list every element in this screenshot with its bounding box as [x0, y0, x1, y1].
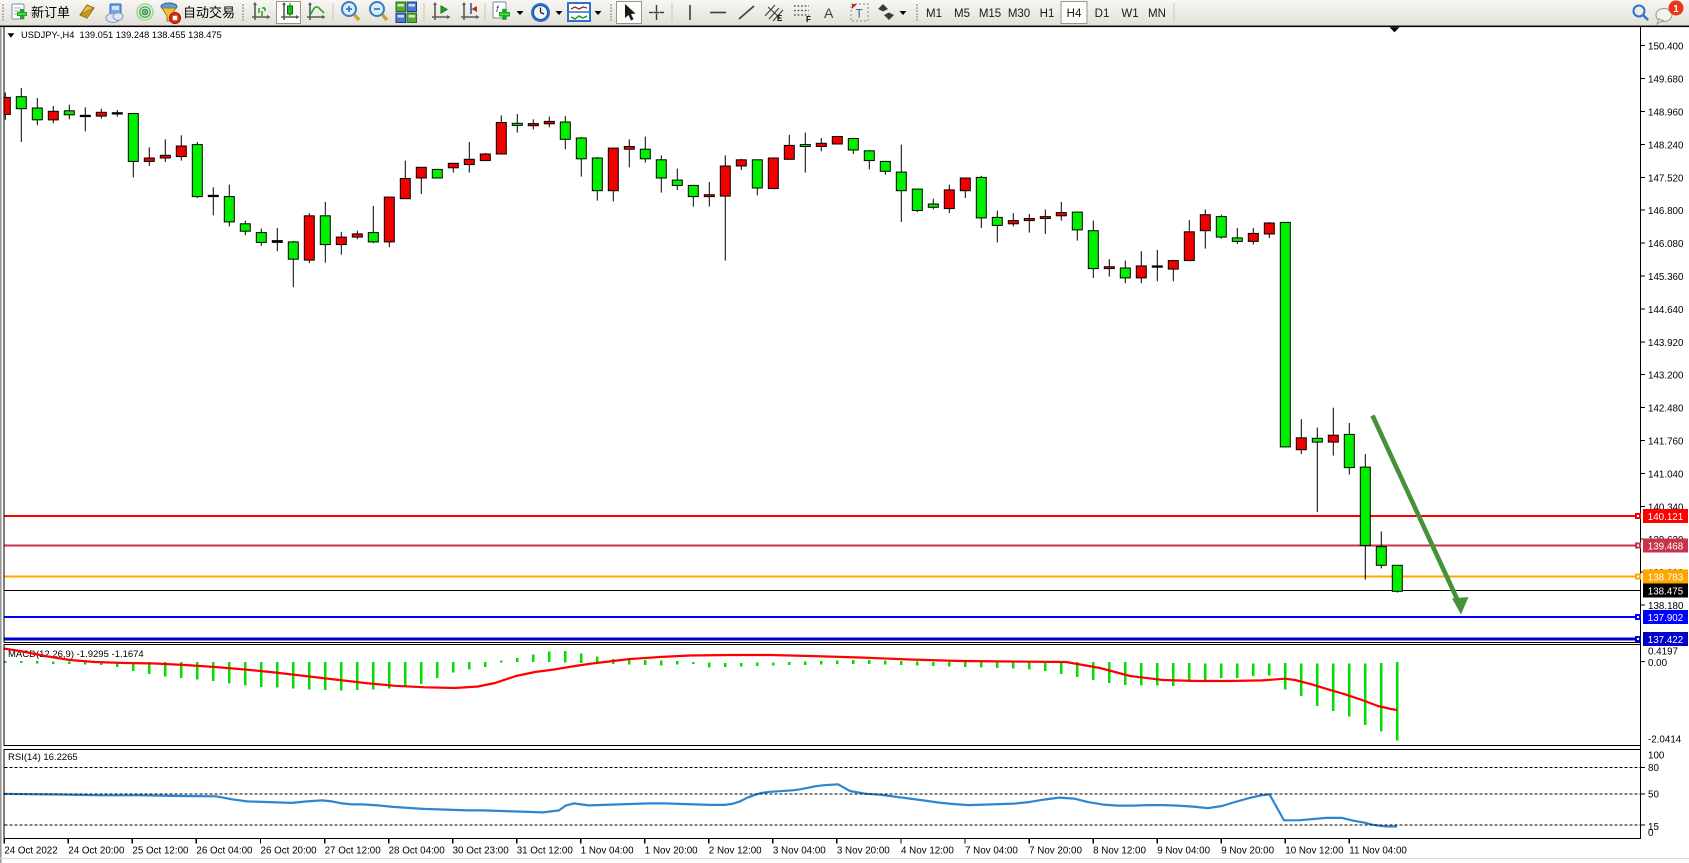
svg-text:7 Nov 04:00: 7 Nov 04:00 [965, 846, 1018, 857]
svg-text:7 Nov 20:00: 7 Nov 20:00 [1029, 846, 1082, 857]
svg-text:25 Oct 12:00: 25 Oct 12:00 [132, 846, 189, 857]
svg-text:30 Oct 23:00: 30 Oct 23:00 [453, 846, 510, 857]
svg-text:3 Nov 04:00: 3 Nov 04:00 [773, 846, 826, 857]
svg-text:H1: H1 [1040, 8, 1055, 20]
svg-text:148.960: 148.960 [1648, 108, 1684, 119]
svg-text:150.400: 150.400 [1648, 42, 1684, 53]
svg-text:3 Nov 20:00: 3 Nov 20:00 [837, 846, 890, 857]
svg-text:10 Nov 12:00: 10 Nov 12:00 [1285, 846, 1344, 857]
svg-text:T: T [856, 7, 864, 21]
svg-text:137.422: 137.422 [1648, 635, 1683, 646]
svg-text:自动交易: 自动交易 [183, 5, 235, 20]
svg-text:149.680: 149.680 [1648, 75, 1684, 86]
svg-text:144.640: 144.640 [1648, 305, 1684, 316]
svg-text:141.760: 141.760 [1648, 437, 1684, 448]
svg-text:27 Oct 12:00: 27 Oct 12:00 [325, 846, 382, 857]
svg-text:4 Nov 12:00: 4 Nov 12:00 [901, 846, 954, 857]
svg-text:15: 15 [1648, 822, 1659, 833]
svg-text:8 Nov 12:00: 8 Nov 12:00 [1093, 846, 1146, 857]
svg-text:28 Oct 04:00: 28 Oct 04:00 [389, 846, 446, 857]
svg-text:M1: M1 [926, 8, 942, 20]
svg-text:H4: H4 [1067, 8, 1082, 20]
svg-text:1: 1 [1673, 4, 1679, 15]
svg-text:140.121: 140.121 [1648, 512, 1683, 523]
svg-text:W1: W1 [1121, 8, 1138, 20]
svg-text:1 Nov 04:00: 1 Nov 04:00 [581, 846, 634, 857]
svg-text:RSI(14) 16.2265: RSI(14) 16.2265 [8, 752, 78, 763]
svg-text:0: 0 [1648, 828, 1654, 839]
svg-text:1 Nov 20:00: 1 Nov 20:00 [645, 846, 698, 857]
svg-text:143.200: 143.200 [1648, 371, 1684, 382]
svg-text:138.783: 138.783 [1648, 573, 1684, 584]
svg-text:138.475: 138.475 [1648, 587, 1684, 598]
svg-text:0.4197: 0.4197 [1648, 647, 1678, 658]
svg-text:0.00: 0.00 [1648, 658, 1668, 669]
svg-text:2 Nov 12:00: 2 Nov 12:00 [709, 846, 762, 857]
svg-text:50: 50 [1648, 790, 1659, 801]
svg-text:M30: M30 [1008, 8, 1030, 20]
svg-text:138.180: 138.180 [1648, 601, 1684, 612]
svg-text:11 Nov 04:00: 11 Nov 04:00 [1349, 846, 1407, 857]
svg-text:M5: M5 [954, 8, 970, 20]
svg-text:140.340: 140.340 [1648, 502, 1684, 513]
svg-text:143.920: 143.920 [1648, 338, 1684, 349]
svg-text:146.800: 146.800 [1648, 206, 1684, 217]
svg-text:26 Oct 04:00: 26 Oct 04:00 [196, 846, 253, 857]
svg-text:A: A [824, 5, 834, 21]
svg-text:E: E [777, 14, 783, 23]
svg-text:D1: D1 [1095, 8, 1110, 20]
svg-text:142.480: 142.480 [1648, 404, 1684, 415]
svg-text:USDJPY-,H4 139.051 139.248 13: USDJPY-,H4 139.051 139.248 138.455 138.4… [21, 30, 222, 40]
svg-text:-2.0414: -2.0414 [1648, 734, 1682, 745]
svg-text:9 Nov 04:00: 9 Nov 04:00 [1157, 846, 1210, 857]
svg-text:MACD(12,26,9) -1.9295 -1.1674: MACD(12,26,9) -1.9295 -1.1674 [8, 649, 144, 660]
svg-text:31 Oct 12:00: 31 Oct 12:00 [517, 846, 574, 857]
svg-text:F: F [806, 15, 811, 24]
svg-text:139.468: 139.468 [1648, 542, 1684, 553]
svg-text:137.902: 137.902 [1648, 613, 1683, 624]
svg-text:147.520: 147.520 [1648, 173, 1684, 184]
svg-text:26 Oct 20:00: 26 Oct 20:00 [261, 846, 318, 857]
svg-text:100: 100 [1648, 750, 1665, 761]
svg-text:f: f [496, 4, 500, 14]
svg-text:新订单: 新订单 [31, 5, 70, 20]
svg-text:148.240: 148.240 [1648, 140, 1684, 151]
svg-text:9 Nov 20:00: 9 Nov 20:00 [1221, 846, 1274, 857]
svg-text:M15: M15 [979, 8, 1001, 20]
svg-text:MN: MN [1148, 8, 1166, 20]
svg-text:141.040: 141.040 [1648, 469, 1684, 480]
svg-text:24 Oct 20:00: 24 Oct 20:00 [68, 846, 125, 857]
svg-text:146.080: 146.080 [1648, 239, 1684, 250]
svg-text:80: 80 [1648, 763, 1659, 774]
svg-text:24 Oct 2022: 24 Oct 2022 [4, 846, 57, 857]
svg-text:145.360: 145.360 [1648, 272, 1684, 283]
